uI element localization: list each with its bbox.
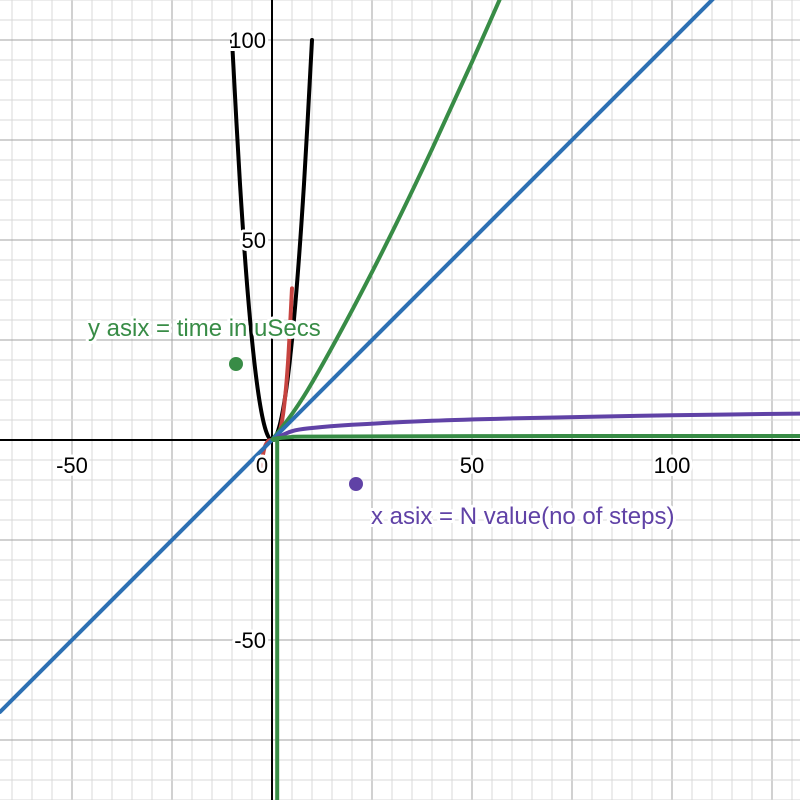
y-tick-label: 100 [229, 28, 266, 53]
annotation-point[interactable] [229, 357, 243, 371]
curve-logarithmic [272, 411, 800, 442]
x-tick-label: 0 [256, 453, 268, 478]
x-tick-label: 50 [460, 453, 484, 478]
x-tick-label: -50 [56, 453, 88, 478]
x-tick-label: 100 [654, 453, 691, 478]
curve-steep [270, 0, 502, 442]
annotation-points [229, 357, 363, 491]
labels: -50 0 50 100 100 50 -50 y asix = time in uSecs x… [53, 25, 693, 656]
annotation-label: y asix = time in uSecs [88, 315, 321, 342]
y-tick-label: -50 [234, 628, 266, 653]
y-tick-label: 50 [242, 228, 266, 253]
annotation-label: x asix = N value(no of steps) [371, 503, 674, 530]
annotation-point[interactable] [349, 477, 363, 491]
